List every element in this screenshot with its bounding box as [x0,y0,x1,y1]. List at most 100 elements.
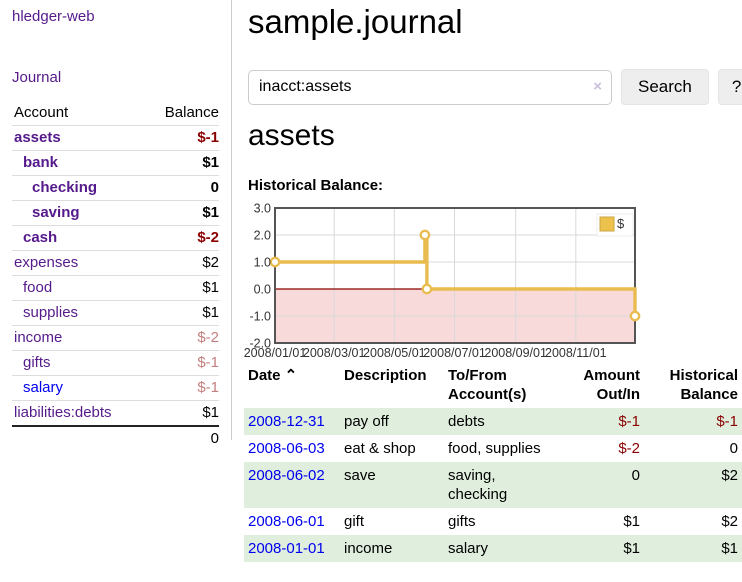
transaction-accounts: debts [448,413,485,430]
search-input[interactable] [248,69,612,105]
clear-search-icon[interactable]: × [593,77,602,95]
main-content: sample.journal × Search ? assets Histori… [244,0,742,582]
register-row: 2008-06-01 gift gifts $1 $2 [244,508,742,535]
accounts-header-row: Account Balance [12,101,219,126]
chart-ytick-label: -2.0 [249,337,271,351]
sort-ascending-icon: ⌃ [280,367,298,384]
transaction-amount: $1 [623,540,640,557]
account-link-supplies[interactable]: supplies [23,304,79,321]
transaction-date-link[interactable]: 2008-06-01 [248,513,325,530]
accounts-table: Account Balance assets $-1 bank $1 checking 0… [12,101,219,451]
account-balance: $-1 [197,129,219,146]
chart-ytick-label: 0.0 [254,283,271,297]
transaction-date-link[interactable]: 2008-06-03 [248,440,325,457]
register-header-amount-out-in: Amount Out/In [583,367,640,403]
transaction-balance: $1 [721,540,738,557]
chart-title: Historical Balance: [248,177,384,194]
page-title: sample.journal [248,3,463,40]
transaction-balance: $2 [721,467,738,484]
account-balance: $1 [202,304,219,321]
search-form: × Search ? [248,69,742,105]
chart-xtick-label: 2008/03/01 [303,346,366,360]
register-row: 2008-06-02 save saving, checking 0 $2 [244,462,742,508]
account-row: salary $-1 [12,375,219,401]
account-row: assets $-1 [12,125,219,151]
account-link-saving[interactable]: saving [32,204,80,221]
register-row: 2008-12-31 pay off debts $-1 $-1 [244,408,742,435]
transaction-date-link[interactable]: 2008-06-02 [248,467,325,484]
transaction-amount: $1 [623,513,640,530]
transaction-date-link[interactable]: 2008-01-01 [248,540,325,557]
transaction-accounts: gifts [448,513,476,530]
chart-ytick-label: 1.0 [254,256,271,270]
help-button[interactable]: ? [717,69,742,105]
account-balance: $1 [202,154,219,171]
account-row: gifts $-1 [12,350,219,376]
accounts-total-value: 0 [210,430,219,447]
account-row: cash $-2 [12,225,219,251]
search-button[interactable]: Search [621,69,709,105]
register-header-date[interactable]: Date ⌃ [248,367,298,384]
account-row: supplies $1 [12,300,219,326]
chart-data-point [419,229,431,241]
accounts-total-row: 0 [12,426,219,451]
transaction-accounts: saving, checking [448,467,508,503]
account-balance: $1 [202,279,219,296]
chart-xtick-label: 2008/07/01 [423,346,486,360]
transaction-balance: $2 [721,513,738,530]
register-row: 2008-06-03 eat & shop food, supplies $-2 0 [244,435,742,462]
account-link-cash[interactable]: cash [23,229,58,246]
account-link-food[interactable]: food [23,279,53,296]
transaction-description: gift [344,513,365,530]
account-balance: $-2 [197,329,219,346]
account-row: saving $1 [12,200,219,226]
transaction-accounts: food, supplies [448,440,541,457]
accounts-header-balance: Balance [164,104,219,121]
transaction-amount: $-1 [618,413,640,430]
chart-data-point [629,310,641,322]
chart-legend-label: $ [617,216,625,231]
chart-xtick-label: 2008/05/01 [363,346,426,360]
transaction-description: save [344,467,376,484]
account-link-bank[interactable]: bank [23,154,59,171]
transaction-amount: $-2 [618,440,640,457]
account-link-salary[interactable]: salary [23,379,64,396]
account-balance: $1 [202,204,219,221]
chart-legend-swatch [599,216,615,232]
chart-xtick-label: 2008/01/01 [244,346,307,360]
app-title-link[interactable]: hledger-web [12,8,95,25]
account-link-assets[interactable]: assets [14,129,61,146]
chart-xtick-label: 2008/11/01 [545,346,607,360]
account-row: expenses $2 [12,250,219,276]
account-row: food $1 [12,275,219,301]
register-header-to-from-account-s-: To/From Account(s) [448,367,527,403]
account-link-income[interactable]: income [14,329,63,346]
account-link-liabilities-debts[interactable]: liabilities:debts [14,404,112,421]
chart-ytick-label: 3.0 [254,202,271,216]
account-link-checking[interactable]: checking [32,179,98,196]
transaction-date-link[interactable]: 2008-12-31 [248,413,325,430]
transaction-amount: 0 [631,467,640,484]
account-row: bank $1 [12,150,219,176]
account-balance: $2 [202,254,219,271]
register-header-description: Description [344,367,427,384]
account-link-expenses[interactable]: expenses [14,254,79,271]
account-balance: $-1 [197,379,219,396]
journal-nav-link[interactable]: Journal [12,69,62,86]
transaction-description: pay off [344,413,389,430]
account-balance: $-1 [197,354,219,371]
transaction-balance: 0 [729,440,738,457]
transaction-balance: $-1 [716,413,738,430]
account-row: liabilities:debts $1 [12,400,219,427]
account-balance: $-2 [197,229,219,246]
chart-data-point [269,256,281,268]
chart-data-point [421,283,433,295]
register-table: Date ⌃ Description To/From Account(s) Amoun… [244,362,742,562]
account-row: income $-2 [12,325,219,351]
account-row: checking 0 [12,175,219,201]
account-heading: assets [248,119,335,152]
account-balance: 0 [210,179,219,196]
register-header-historical-balance: Historical Balance [669,367,738,403]
account-link-gifts[interactable]: gifts [23,354,51,371]
transaction-description: eat & shop [344,440,416,457]
